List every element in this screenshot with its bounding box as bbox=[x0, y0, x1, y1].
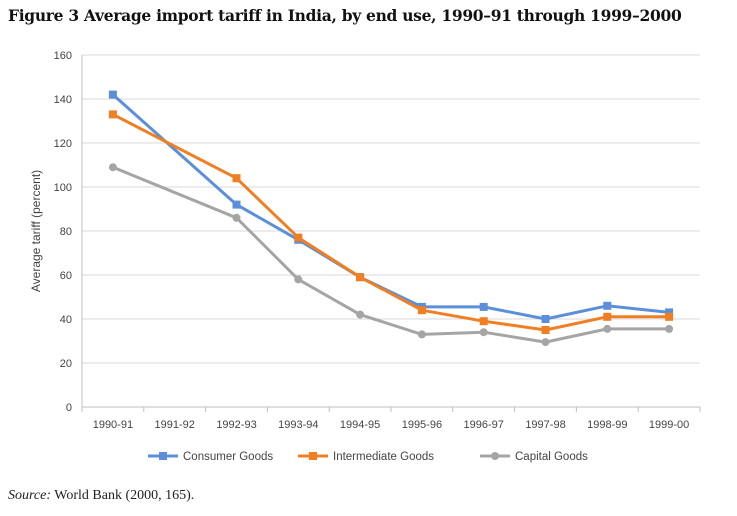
source-text: World Bank (2000, 165). bbox=[51, 488, 195, 503]
data-point bbox=[232, 213, 241, 222]
data-point bbox=[108, 163, 117, 172]
data-point bbox=[417, 330, 426, 339]
x-tick-label: 1995-96 bbox=[402, 419, 442, 431]
legend-item: Consumer Goods bbox=[148, 451, 273, 463]
y-tick-label: 160 bbox=[54, 50, 72, 62]
x-tick-label: 1997-98 bbox=[525, 419, 565, 431]
legend-marker bbox=[159, 452, 167, 460]
x-tick-label: 1999-00 bbox=[649, 419, 689, 431]
legend-item: Intermediate Goods bbox=[298, 451, 434, 463]
data-point bbox=[603, 312, 612, 321]
data-point bbox=[232, 200, 241, 209]
legend-label: Intermediate Goods bbox=[333, 451, 434, 463]
x-tick-labels: 1990-91 1991-92 1992-93 1993-94 1994-95 1995-… bbox=[93, 419, 690, 431]
data-point bbox=[417, 306, 426, 315]
data-point bbox=[108, 110, 117, 119]
line-chart: 0 20 40 60 80 100 120 140 160 1990-91 1991-92 1992… bbox=[29, 50, 701, 463]
figure-title: Figure 3 Average import tariff in India,… bbox=[8, 6, 682, 25]
series-lines bbox=[108, 90, 674, 347]
y-tick-labels: 0 20 40 60 80 100 120 140 160 bbox=[54, 50, 72, 414]
data-point bbox=[232, 174, 241, 183]
x-tick-label: 1991-92 bbox=[155, 419, 195, 431]
data-point bbox=[479, 328, 488, 337]
legend-marker bbox=[309, 452, 317, 460]
x-tick-label: 1996-97 bbox=[464, 419, 504, 431]
data-point bbox=[665, 312, 674, 321]
source-note: Source: World Bank (2000, 165). bbox=[8, 488, 194, 504]
y-tick-label: 40 bbox=[60, 314, 72, 326]
legend: Consumer Goods Intermediate Goods Capital … bbox=[148, 451, 588, 463]
data-point bbox=[541, 326, 550, 334]
data-point bbox=[479, 317, 488, 326]
x-tick-label: 1998-99 bbox=[587, 419, 627, 431]
y-axis-title: Average tariff (percent) bbox=[29, 170, 43, 292]
data-point bbox=[603, 324, 612, 333]
x-tick-label: 1992-93 bbox=[216, 419, 256, 431]
series-line bbox=[112, 113, 670, 332]
series-line bbox=[112, 165, 670, 344]
x-tick-label: 1994-95 bbox=[340, 419, 380, 431]
y-tick-label: 120 bbox=[54, 138, 72, 150]
series-line bbox=[111, 93, 670, 321]
legend-label: Capital Goods bbox=[515, 451, 588, 463]
series-consumer-goods bbox=[108, 90, 674, 323]
y-tick-label: 0 bbox=[66, 402, 72, 414]
y-tick-label: 100 bbox=[54, 182, 72, 194]
y-tick-label: 140 bbox=[54, 94, 72, 106]
legend-label: Consumer Goods bbox=[183, 451, 273, 463]
data-point bbox=[479, 302, 488, 311]
axes bbox=[81, 55, 701, 412]
y-tick-label: 60 bbox=[60, 270, 72, 282]
gridlines bbox=[82, 54, 700, 364]
x-tick-label: 1993-94 bbox=[278, 419, 318, 431]
series-intermediate-goods bbox=[108, 110, 674, 334]
data-point bbox=[108, 90, 117, 99]
data-point bbox=[665, 308, 674, 317]
source-label: Source: bbox=[8, 488, 52, 503]
x-tick-label: 1990-91 bbox=[93, 419, 133, 431]
data-point bbox=[541, 338, 550, 347]
data-point bbox=[541, 315, 550, 323]
y-tick-label: 80 bbox=[60, 226, 72, 238]
data-point bbox=[356, 310, 365, 319]
data-point bbox=[356, 273, 365, 282]
legend-item: Capital Goods bbox=[480, 451, 588, 463]
data-point bbox=[294, 233, 303, 242]
data-point bbox=[665, 324, 674, 333]
data-point bbox=[294, 275, 303, 284]
data-point bbox=[603, 301, 612, 310]
legend-marker bbox=[491, 452, 499, 460]
series-capital-goods bbox=[108, 163, 674, 347]
y-tick-label: 20 bbox=[60, 358, 72, 370]
